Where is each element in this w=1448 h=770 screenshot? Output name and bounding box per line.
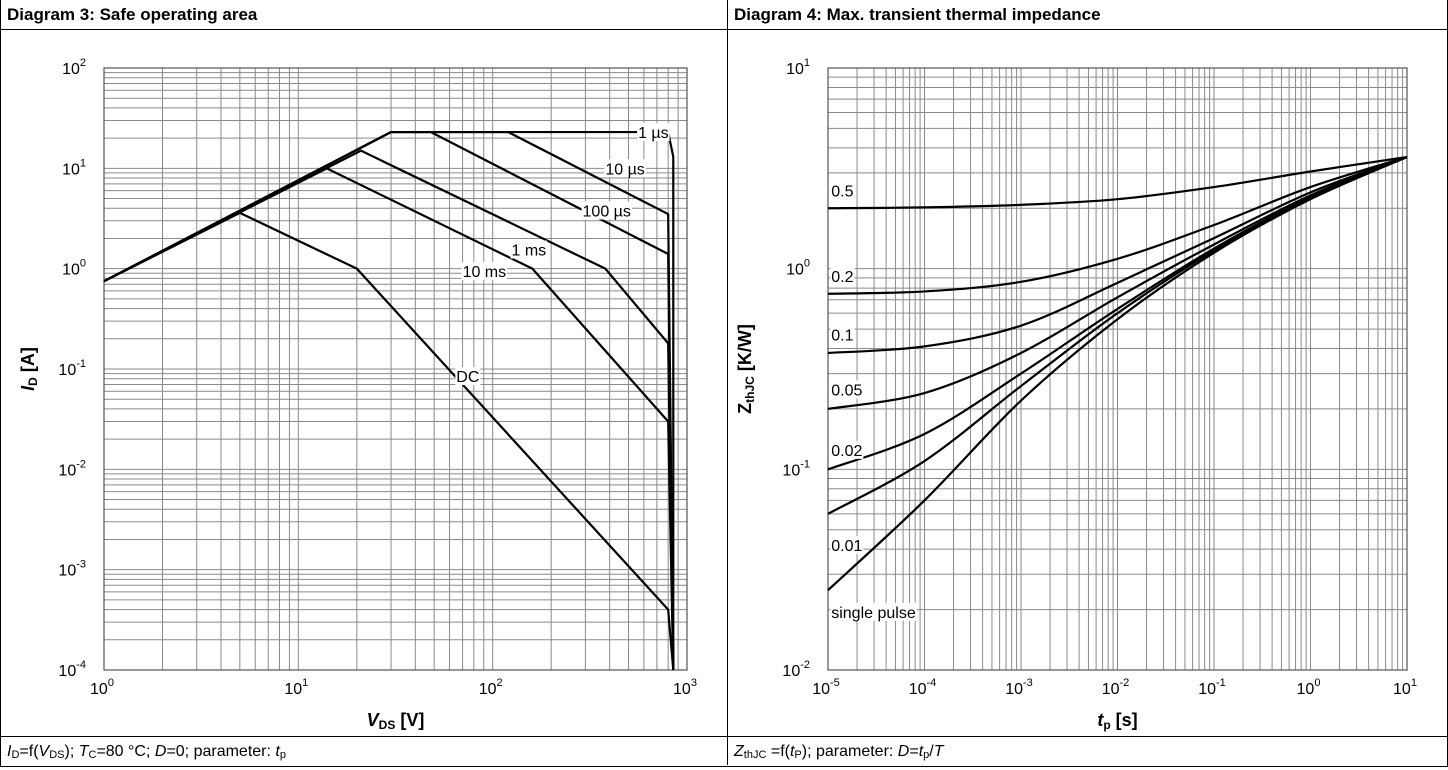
curve-label: 0.1 [831,327,853,344]
x-tick-label: 100 [1297,677,1321,698]
left-footer: ID=f(VDS); TC=80 °C; D=0; parameter: tp [1,736,727,765]
grid [103,68,687,671]
y-tick-label: 10-2 [782,659,810,680]
curve-label: 100 µs [583,203,631,220]
y-tick-label: 102 [62,57,86,78]
curve-label-bg [830,181,855,200]
left-header: Diagram 3: Safe operating area [1,0,727,30]
x-tick-label: 10-4 [909,677,937,698]
series-line-DC [103,211,675,671]
y-tick-label: 101 [786,57,810,78]
curve-label: single pulse [831,605,916,622]
curve-label: 0.5 [831,184,853,201]
x-axis-title: tp [s] [1097,710,1137,732]
curve-label-bg [830,535,864,554]
curve-label-bg [830,440,864,459]
x-tick-label: 102 [479,677,503,698]
curve-label: 0.2 [831,269,853,286]
series-line-10-ms [103,167,675,671]
curve-label: 10 ms [463,264,507,281]
series-line-single-pulse [827,156,1408,591]
y-tick-label: 10-4 [58,659,86,680]
curve-label-bg [830,380,864,399]
x-tick-label: 101 [284,677,308,698]
grid [827,68,1407,671]
series-line-0.2 [827,155,1408,295]
curve-label-bg [637,123,670,142]
x-tick-label: 10-2 [1102,677,1130,698]
curve-label: 0.01 [831,538,862,555]
x-tick-label: 10-1 [1198,677,1226,698]
x-tick-label: 10-5 [812,677,840,698]
x-tick-label: 10-3 [1005,677,1033,698]
x-axis-title: VDS [V] [367,710,425,732]
y-tick-label: 10-1 [58,358,86,379]
curve-label: 0.05 [831,382,862,399]
right-header: Diagram 4: Max. transient thermal impeda… [728,0,1447,30]
series-line-0.05 [827,156,1408,411]
y-axis-title: ID [A] [18,347,40,391]
y-tick-label: 10-2 [58,458,86,479]
curve-label: 1 µs [638,125,669,142]
series-line-0.5 [827,155,1408,210]
plot-area [827,67,1408,671]
curve-label-bg [461,261,508,280]
x-tick-label: 103 [673,677,697,698]
y-tick-label: 10-3 [58,559,86,580]
panel-divider [727,0,728,765]
curve-label-bg [455,367,481,386]
curve-label: DC [456,369,479,386]
curve-label-bg [604,159,646,178]
x-tick-label: 100 [90,677,114,698]
x-tick-label: 101 [1393,677,1417,698]
curve-label-bg [830,602,917,621]
curve-label-bg [581,201,632,220]
y-tick-label: 10-1 [782,458,810,479]
curve-label: 0.02 [831,443,862,460]
right-footer: ZthJC =f(tP); parameter: D=tp/T [728,736,1447,765]
curve-label-bg [510,240,548,259]
plot-area [103,67,688,671]
curve-label: 1 ms [511,243,546,260]
series-line-0.1 [827,156,1408,355]
y-tick-label: 100 [62,258,86,279]
curve-label-bg [830,266,855,285]
y-tick-label: 100 [786,258,810,279]
y-axis-title: ZthJC [K/W] [735,324,757,414]
curve-label-bg [830,325,855,344]
y-tick-label: 101 [62,157,86,178]
curve-label: 10 µs [605,161,644,178]
